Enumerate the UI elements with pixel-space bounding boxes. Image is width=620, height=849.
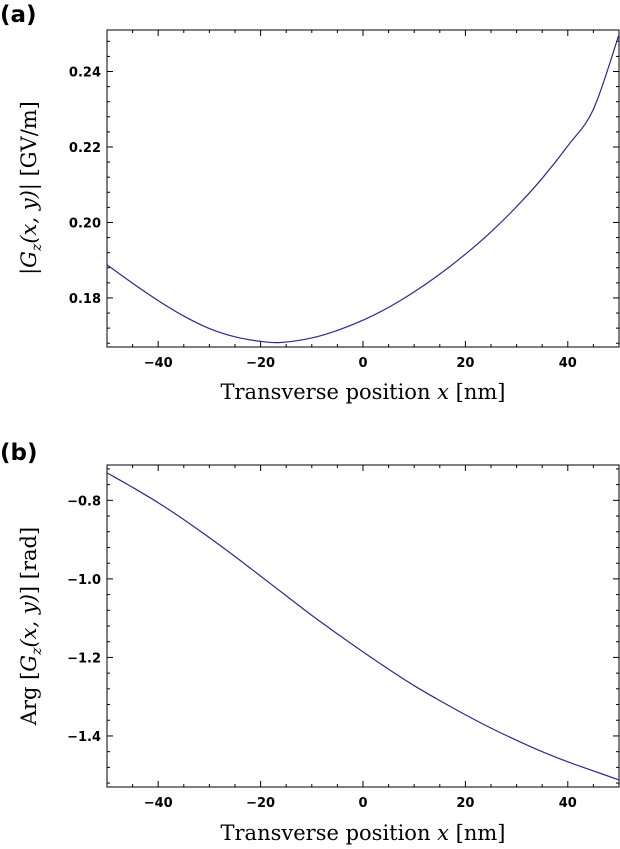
- panel-a-x-tick-label: −40: [144, 356, 173, 371]
- panel-a: (a) −40 −20 0 20 40 0.18 0.20 0.22 0.24 Transver…: [0, 2, 620, 404]
- panel-b-tick-labels: −40 −20 0 20 40 −1.4 −1.2 −1.0 −0.8: [67, 494, 577, 811]
- panel-b-y-tick-label: −1.0: [67, 573, 101, 588]
- panel-a-label: (a): [0, 2, 37, 28]
- panel-b-series-line: [106, 472, 620, 781]
- panel-a-y-tick-label: 0.18: [69, 292, 101, 307]
- panel-b-x-tick-label: −20: [246, 796, 275, 811]
- panel-a-x-tick-label: 0: [358, 356, 367, 371]
- panel-b-y-tick-label: −1.4: [67, 730, 101, 745]
- panel-b-y-axis-label: Arg [Gz(x, y)] [rad]: [17, 527, 45, 726]
- panel-a-series-line: [106, 34, 620, 344]
- panel-b-x-tick-label: −40: [144, 796, 173, 811]
- panel-a-y-tick-label: 0.22: [69, 141, 101, 156]
- panel-b-label: (b): [0, 440, 38, 466]
- panel-a-x-tick-label: 40: [559, 356, 577, 371]
- panel-b-x-tick-label: 40: [559, 796, 577, 811]
- panel-a-plot-frame: [106, 29, 620, 348]
- panel-a-x-tick-label: 20: [456, 356, 474, 371]
- panel-b-y-tick-label: −1.2: [67, 651, 101, 666]
- panel-b-plot-frame: [106, 464, 620, 788]
- panel-a-y-axis-label: |Gz(x, y)| [GV/m]: [17, 101, 45, 275]
- panel-b-x-tick-label: 0: [358, 796, 367, 811]
- panel-a-x-axis-label: Transverse position x [nm]: [221, 380, 506, 404]
- panel-a-tick-labels: −40 −20 0 20 40 0.18 0.20 0.22 0.24: [69, 66, 577, 371]
- panel-a-ticks: [106, 30, 620, 347]
- panel-a-y-tick-label: 0.20: [69, 216, 101, 231]
- panel-b-x-tick-label: 20: [456, 796, 474, 811]
- panel-b-y-tick-label: −0.8: [67, 494, 101, 509]
- panel-a-x-tick-label: −20: [246, 356, 275, 371]
- panel-b-x-axis-label: Transverse position x [nm]: [221, 821, 506, 845]
- panel-b-ticks: [106, 465, 620, 787]
- panel-b: (b) −40 −20 0 20 40 −1.4 −1.2 −1.0 −0.8 Transver…: [0, 440, 620, 845]
- panel-a-y-tick-label: 0.24: [69, 66, 101, 81]
